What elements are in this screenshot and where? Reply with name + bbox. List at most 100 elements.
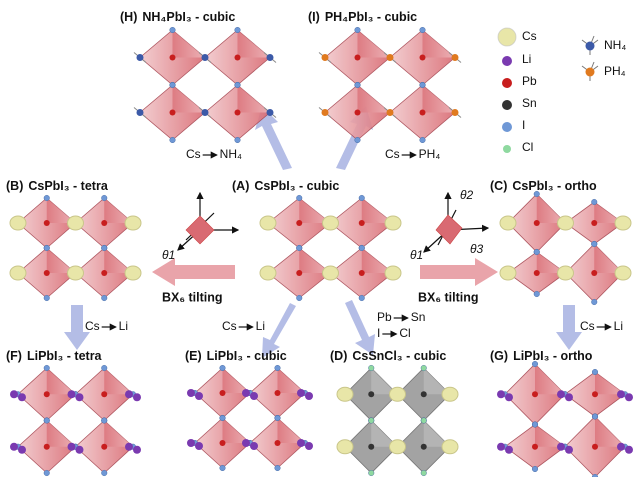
legend-label: Cs xyxy=(522,29,537,43)
x-site xyxy=(534,291,540,297)
labels: (H)NH₄PbI₃ - cubic(I)PH₄PbI₃ - cubic(B)C… xyxy=(6,10,626,363)
crystal-structure xyxy=(10,195,141,301)
substitution-from: I xyxy=(377,326,380,340)
a-site xyxy=(497,390,505,398)
b-site xyxy=(420,110,426,116)
a-site xyxy=(337,440,353,454)
panel-title: (G)LiPbI₃ - ortho xyxy=(490,349,593,363)
b-site xyxy=(592,391,598,397)
x-site xyxy=(235,27,241,33)
tilting-label: BX₆ tilting xyxy=(162,290,223,304)
a-site xyxy=(387,54,394,61)
b-site xyxy=(101,444,107,450)
x-site xyxy=(44,365,50,371)
tilt-diagram xyxy=(178,193,238,250)
b-site xyxy=(534,270,540,276)
legend-label: Sn xyxy=(522,96,537,110)
a-site xyxy=(565,393,573,401)
substitution-to: Li xyxy=(614,319,623,333)
legend-label: NH₄ xyxy=(604,38,626,52)
b-site xyxy=(355,110,361,116)
b-site xyxy=(421,444,427,450)
crystal-structure xyxy=(319,27,461,143)
a-site xyxy=(557,443,565,451)
substitution-to: NH₄ xyxy=(220,147,242,161)
substitution-from: Cs xyxy=(85,319,100,333)
b-site xyxy=(220,440,226,446)
a-site xyxy=(505,446,513,454)
substitution-to: Li xyxy=(256,319,265,333)
a-site xyxy=(267,54,274,61)
panel-title: (F)LiPbI₃ - tetra xyxy=(6,349,103,363)
a-site xyxy=(242,439,250,447)
a-site xyxy=(625,446,633,454)
x-site xyxy=(296,245,302,251)
b-site xyxy=(296,270,302,276)
b-site xyxy=(275,440,281,446)
x-site xyxy=(101,295,107,301)
x-site xyxy=(532,422,538,428)
b-site xyxy=(359,220,365,226)
x-site xyxy=(170,82,176,88)
b-site xyxy=(101,220,107,226)
angle-label: θ2 xyxy=(460,188,474,202)
x-site xyxy=(355,82,361,88)
panel-name: CsSnCl₃ - cubic xyxy=(352,349,446,363)
panel-title: (B)CsPbI₃ - tetra xyxy=(6,179,109,193)
panel-name: CsPbI₃ - ortho xyxy=(512,179,597,193)
a-site xyxy=(202,54,209,61)
b-site xyxy=(44,444,50,450)
b-site xyxy=(275,390,281,396)
a-site xyxy=(297,439,305,447)
a-site xyxy=(133,446,141,454)
a-site xyxy=(500,266,516,280)
panel-name: LiPbI₃ - tetra xyxy=(27,349,103,363)
a-site xyxy=(387,109,394,116)
x-site xyxy=(355,27,361,33)
x-site xyxy=(170,27,176,33)
x-site xyxy=(368,418,374,424)
panel-name: PH₄PbI₃ - cubic xyxy=(325,10,417,24)
substitution-from: Cs xyxy=(385,147,400,161)
x-site xyxy=(235,137,241,143)
x-site xyxy=(532,466,538,472)
panel-title: (C)CsPbI₃ - ortho xyxy=(490,179,597,193)
legend-label: PH₄ xyxy=(604,64,626,78)
legend-label: Li xyxy=(522,52,531,66)
arrow xyxy=(152,258,235,286)
crystal-structure xyxy=(500,191,631,305)
a-site xyxy=(76,393,84,401)
b-site xyxy=(170,110,176,116)
panel-letter: (D) xyxy=(330,349,347,363)
panel-title: (A) CsPbI₃ - cubic xyxy=(232,179,339,193)
substitution-from: Cs xyxy=(580,319,595,333)
b-site xyxy=(591,270,597,276)
a-site xyxy=(617,443,625,451)
panel-letter: (A) xyxy=(232,179,249,193)
arrow xyxy=(345,300,375,355)
a-site xyxy=(10,443,18,451)
a-site xyxy=(322,54,329,61)
tilting-label: BX₆ tilting xyxy=(418,290,479,304)
a-site xyxy=(195,392,203,400)
a-site xyxy=(242,389,250,397)
a-site xyxy=(305,392,313,400)
b-site xyxy=(532,391,538,397)
a-site xyxy=(323,216,339,230)
x-site xyxy=(44,470,50,476)
x-site xyxy=(101,195,107,201)
a-site xyxy=(452,54,459,61)
x-site xyxy=(368,470,374,476)
a-site xyxy=(337,387,353,401)
a-site xyxy=(500,216,516,230)
panel-name: CsPbI₃ - cubic xyxy=(254,179,339,193)
x-site xyxy=(591,241,597,247)
x-site xyxy=(101,470,107,476)
x-site xyxy=(275,465,281,471)
panel-letter: (B) xyxy=(6,179,23,193)
x-site xyxy=(101,418,107,424)
a-site xyxy=(390,387,406,401)
x-site xyxy=(421,470,427,476)
substitution-to: Li xyxy=(119,319,128,333)
a-site xyxy=(442,440,458,454)
